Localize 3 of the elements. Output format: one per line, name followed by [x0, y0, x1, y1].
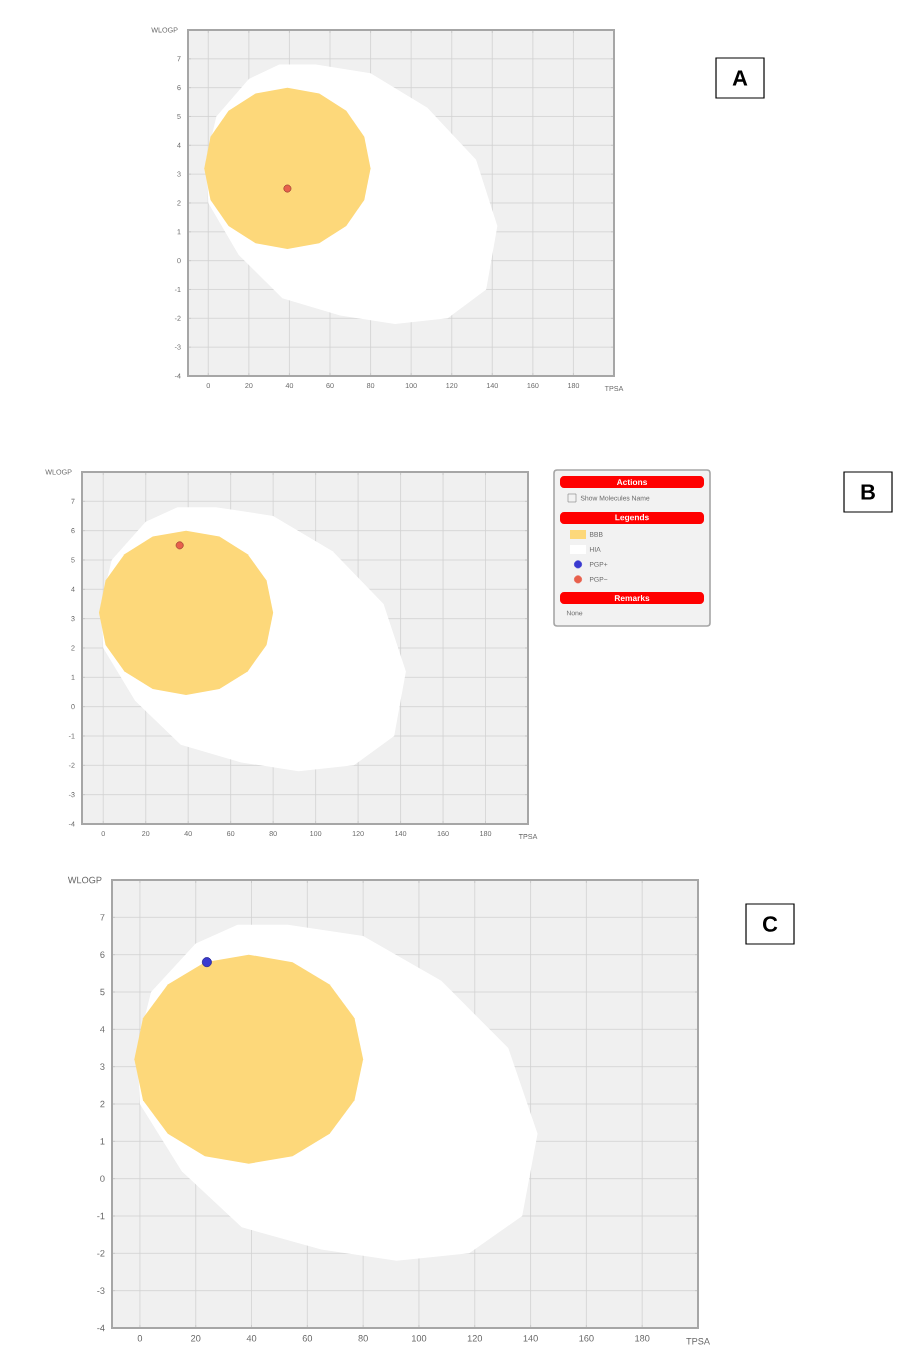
text: A	[732, 70, 748, 86]
text: C	[763, 916, 778, 932]
text: B	[861, 484, 875, 500]
